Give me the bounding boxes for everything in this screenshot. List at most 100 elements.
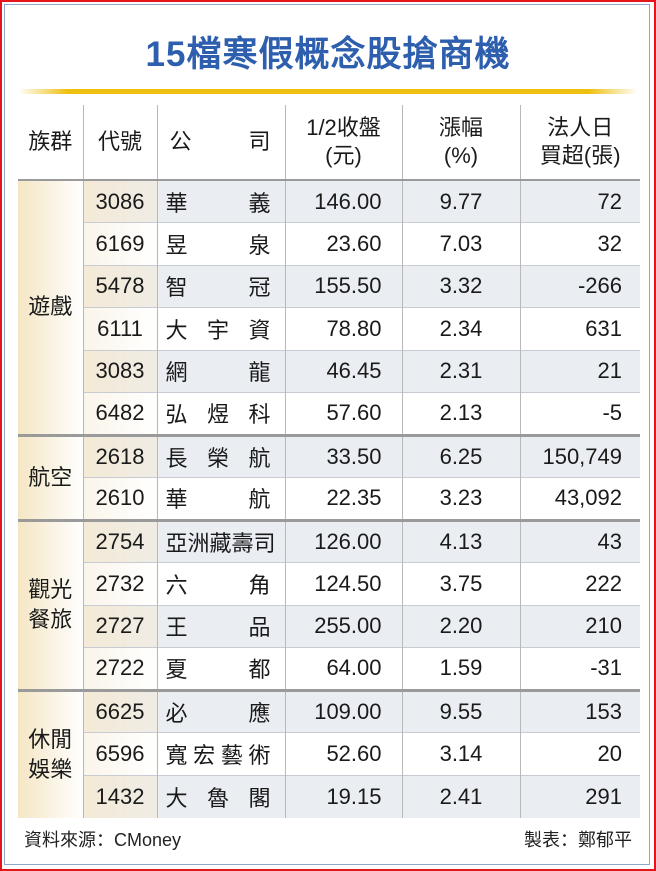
inner-frame — [4, 4, 650, 865]
net-buy-cell: 153 — [519, 688, 640, 733]
header-price: 1/2收盤 (元) — [284, 105, 402, 180]
group-cell: 觀光餐旅 — [18, 518, 83, 690]
header-price-line1: 1/2收盤 — [306, 115, 381, 140]
header-company: 公 司 — [156, 105, 285, 180]
change-cell: 3.14 — [401, 732, 520, 775]
table-row: 1432 大魯閣 19.15 2.41 291 — [18, 774, 640, 818]
group-cell: 遊戲 — [18, 179, 83, 435]
page-title: 15檔寒假概念股搶商機 — [145, 35, 511, 74]
price-cell: 23.60 — [284, 222, 402, 265]
net-buy-cell: 72 — [519, 179, 640, 223]
change-cell: 2.31 — [401, 349, 520, 393]
net-buy-cell: 222 — [519, 562, 640, 605]
company-cell: 大宇資 — [156, 307, 285, 350]
price-cell: 19.15 — [284, 774, 402, 818]
change-cell: 9.55 — [401, 688, 520, 733]
company-cell: 華航 — [156, 477, 285, 520]
header-net: 法人日買超(張) — [519, 105, 640, 180]
price-cell: 255.00 — [284, 604, 402, 648]
code-cell: 6625 — [82, 688, 157, 733]
change-cell: 3.32 — [401, 264, 520, 308]
header-row: 族群 代號 公 司 1/2收盤 (元) 漲幅 (%) 法人日買超(張) — [18, 105, 640, 180]
price-cell: 78.80 — [284, 307, 402, 350]
net-buy-cell: 20 — [519, 732, 640, 775]
table-row: 2732 六角 124.50 3.75 222 — [18, 562, 640, 605]
table-row: 2722 夏都 64.00 1.59 -31 — [18, 647, 640, 690]
code-cell: 6596 — [82, 732, 157, 775]
table-row: 6596 寬宏藝術 52.60 3.14 20 — [18, 732, 640, 775]
code-cell: 6482 — [82, 392, 157, 435]
table-row: 6169 昱泉 23.60 7.03 32 — [18, 222, 640, 265]
code-cell: 1432 — [82, 774, 157, 818]
change-cell: 3.23 — [401, 477, 520, 520]
net-buy-cell: 43,092 — [519, 477, 640, 520]
net-buy-cell: 32 — [519, 222, 640, 265]
header-net-line2: 買超(張) — [539, 143, 621, 168]
net-buy-cell: 291 — [519, 774, 640, 818]
table-row: 2610 華航 22.35 3.23 43,092 — [18, 477, 640, 520]
change-cell: 2.20 — [401, 604, 520, 648]
table-row: 6482 弘煜科 57.60 2.13 -5 — [18, 392, 640, 435]
price-cell: 124.50 — [284, 562, 402, 605]
company-cell: 昱泉 — [156, 222, 285, 265]
header-change-line2: (%) — [443, 143, 479, 168]
code-cell: 2732 — [82, 562, 157, 605]
header-group: 族群 — [28, 129, 73, 154]
net-buy-cell: 150,749 — [519, 433, 640, 478]
header-net-line1: 法人日 — [547, 115, 614, 140]
group-cell: 休閒娛樂 — [18, 688, 83, 818]
price-cell: 22.35 — [284, 477, 402, 520]
group-label: 觀光餐旅 — [28, 577, 73, 632]
company-cell: 長榮航 — [156, 433, 285, 478]
code-cell: 2722 — [82, 647, 157, 690]
company-cell: 王品 — [156, 604, 285, 648]
code-cell: 6111 — [82, 307, 157, 350]
price-cell: 57.60 — [284, 392, 402, 435]
company-cell: 六角 — [156, 562, 285, 605]
code-cell: 3086 — [82, 179, 157, 223]
change-cell: 2.13 — [401, 392, 520, 435]
code-cell: 2754 — [82, 518, 157, 563]
company-cell: 大魯閣 — [156, 774, 285, 818]
net-buy-cell: 210 — [519, 604, 640, 648]
change-cell: 3.75 — [401, 562, 520, 605]
code-cell: 2610 — [82, 477, 157, 520]
header-code: 代號 — [82, 105, 157, 180]
change-cell: 9.77 — [401, 179, 520, 223]
change-cell: 2.34 — [401, 307, 520, 350]
price-cell: 64.00 — [284, 647, 402, 690]
price-cell: 155.50 — [284, 264, 402, 308]
source-note: 資料來源：CMoney — [24, 830, 182, 850]
net-buy-cell: -5 — [519, 392, 640, 435]
code-cell: 6169 — [82, 222, 157, 265]
table-row: 航空 2618 長榮航 33.50 6.25 150,749 — [18, 433, 640, 520]
net-buy-cell: 43 — [519, 518, 640, 563]
group-cell: 航空 — [18, 433, 83, 520]
price-cell: 146.00 — [284, 179, 402, 223]
table-row: 休閒娛樂 6625 必應 109.00 9.55 153 — [18, 688, 640, 818]
code-cell: 5478 — [82, 264, 157, 308]
table-row: 2727 王品 255.00 2.20 210 — [18, 604, 640, 648]
company-cell: 華義 — [156, 179, 285, 223]
company-cell: 寬宏藝術 — [156, 732, 285, 775]
net-buy-cell: 631 — [519, 307, 640, 350]
price-cell: 126.00 — [284, 518, 402, 563]
group-label: 遊戲 — [28, 294, 73, 320]
stock-table: 族群 代號 公 司 1/2收盤 (元) 漲幅 (%) 法人日買超(張) 遊戲 3086… — [18, 105, 640, 818]
table-row: 3083 網龍 46.45 2.31 21 — [18, 349, 640, 393]
title-divider — [18, 89, 638, 94]
change-cell: 4.13 — [401, 518, 520, 563]
table-row: 5478 智冠 155.50 3.32 -266 — [18, 264, 640, 308]
table-row: 6111 大宇資 78.80 2.34 631 — [18, 307, 640, 350]
header-price-line2: (元) — [325, 143, 362, 168]
header-change-line1: 漲幅 — [438, 115, 483, 140]
price-cell: 46.45 — [284, 349, 402, 393]
net-buy-cell: -31 — [519, 647, 640, 690]
price-cell: 33.50 — [284, 433, 402, 478]
company-cell: 網龍 — [156, 349, 285, 393]
code-cell: 3083 — [82, 349, 157, 393]
code-cell: 2618 — [82, 433, 157, 478]
company-cell: 必應 — [156, 688, 285, 733]
change-cell: 2.41 — [401, 774, 520, 818]
